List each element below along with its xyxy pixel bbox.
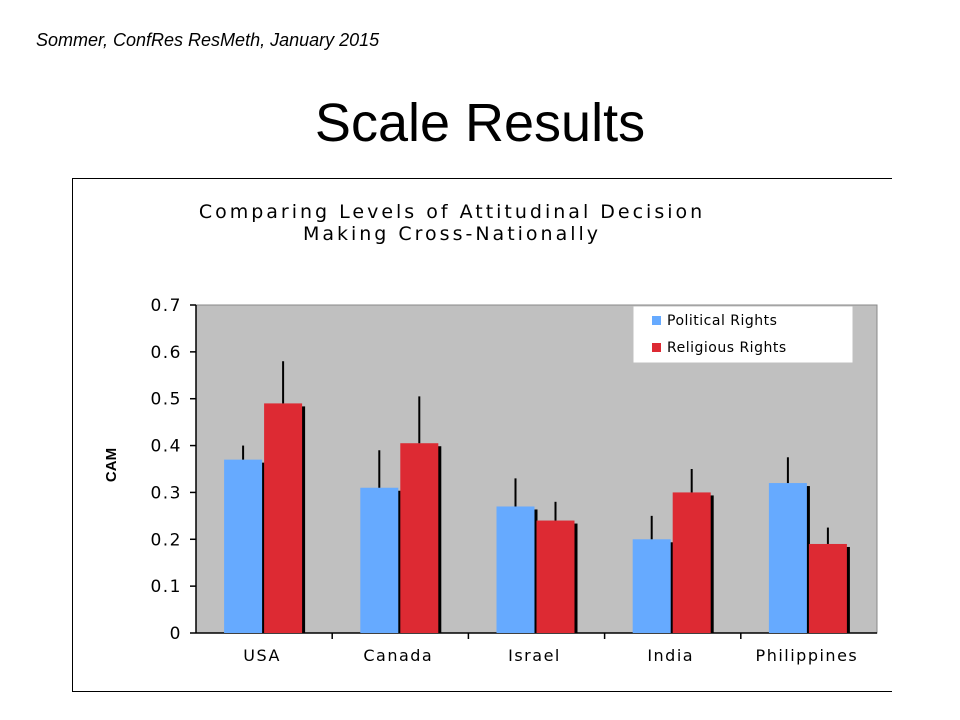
slide-footer-note: Sommer, ConfRes ResMeth, January 2015 xyxy=(36,30,380,50)
x-category-label: Canada xyxy=(363,646,433,665)
slide-title: Scale Results xyxy=(314,93,646,153)
legend-label: Political Rights xyxy=(667,313,777,329)
chart-title-line-2: Making Cross-Nationally xyxy=(303,223,601,245)
legend-label: Religious Rights xyxy=(667,340,787,356)
bar-religious-philippines xyxy=(808,543,847,633)
y-tick-label: 0.7 xyxy=(150,296,182,316)
bar-political-philippines xyxy=(768,483,807,633)
bar-political-india xyxy=(632,539,671,633)
x-category-label: Philippines xyxy=(756,646,859,665)
y-tick-label: 0.6 xyxy=(150,343,182,363)
x-category-label: Israel xyxy=(508,646,561,665)
bar-political-israel xyxy=(496,506,535,633)
bar-religious-canada xyxy=(400,443,439,633)
y-tick-label: 0.5 xyxy=(150,390,182,410)
x-category-label: USA xyxy=(243,646,281,665)
y-axis-label: CAM xyxy=(103,448,120,482)
legend-box xyxy=(633,306,853,363)
y-tick-label: 0.4 xyxy=(150,437,182,457)
y-tick-label: 0 xyxy=(170,624,182,644)
chart-title-line-1: Comparing Levels of Attitudinal Decision xyxy=(199,201,705,223)
legend-swatch xyxy=(652,343,661,352)
bar-political-usa xyxy=(224,459,263,633)
bar-religious-israel xyxy=(536,520,575,633)
y-tick-label: 0.3 xyxy=(150,483,182,503)
bar-religious-usa xyxy=(264,403,303,633)
legend-swatch xyxy=(652,316,661,325)
y-tick-label: 0.2 xyxy=(150,530,182,550)
y-tick-label: 0.1 xyxy=(150,577,182,597)
x-category-label: India xyxy=(647,646,694,665)
chart-frame xyxy=(72,178,892,692)
bar-religious-india xyxy=(672,492,711,633)
bar-political-canada xyxy=(360,487,399,633)
